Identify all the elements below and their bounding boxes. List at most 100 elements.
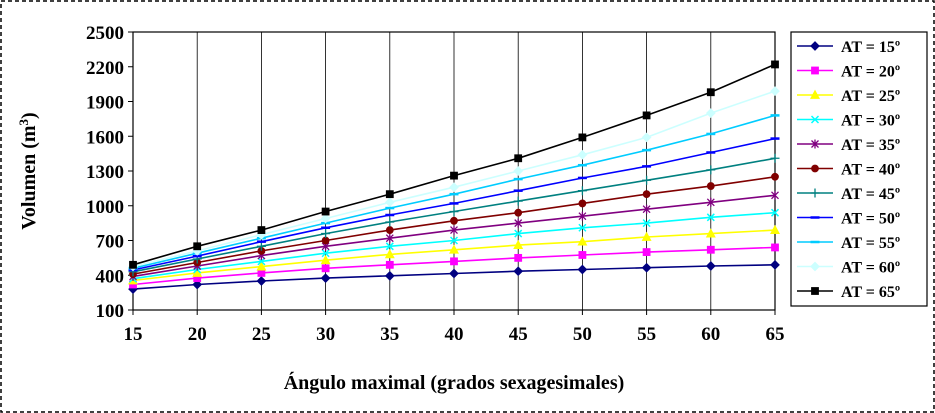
data-point	[771, 172, 779, 181]
y-tick-label: 1600	[86, 127, 124, 148]
data-point	[129, 260, 137, 269]
data-point	[706, 213, 715, 222]
data-point	[578, 133, 587, 142]
data-point	[450, 225, 458, 235]
data-point	[641, 262, 652, 273]
data-point	[705, 108, 716, 118]
x-tick-label: 25	[252, 324, 271, 345]
y-axis-title-end: )	[18, 112, 40, 119]
data-point	[514, 154, 523, 163]
data-point	[577, 186, 587, 196]
legend-label: AT = 60º	[841, 260, 900, 277]
x-tick-label: 50	[573, 324, 592, 345]
data-point	[514, 218, 523, 228]
legend-marker	[811, 66, 819, 75]
data-point	[642, 190, 651, 199]
data-point	[770, 224, 780, 234]
data-point	[706, 182, 715, 190]
legend-label: AT = 30º	[841, 113, 900, 130]
data-point	[642, 248, 651, 256]
axis-ticks: 15 20 25 30 35 40 45 50 55 60 65 100 400 700 1000 1300 1…	[86, 23, 785, 345]
legend-item: AT = 65º	[797, 284, 900, 301]
x-tick-label: 65	[766, 324, 785, 345]
data-point	[320, 213, 331, 224]
data-point	[770, 208, 780, 217]
data-point	[449, 244, 459, 254]
legend-label: AT = 45º	[841, 186, 900, 203]
y-tick-label: 2500	[86, 23, 124, 44]
series-9	[128, 114, 780, 270]
data-point	[384, 197, 395, 208]
y-axis-title: Volumen (m3)	[16, 112, 40, 229]
data-point	[257, 257, 266, 266]
x-tick-label: 30	[316, 324, 335, 345]
series-10	[128, 86, 780, 272]
legend-label: AT = 40º	[841, 162, 900, 179]
legend-label: AT = 50º	[841, 211, 900, 228]
data-point	[384, 249, 395, 259]
data-point	[578, 251, 587, 259]
data-point	[385, 242, 394, 251]
data-point	[450, 216, 458, 225]
data-point	[321, 249, 330, 258]
data-point	[449, 182, 459, 193]
data-point	[705, 228, 716, 238]
legend-label: AT = 55º	[841, 235, 900, 252]
data-point	[641, 231, 652, 241]
series-6	[129, 172, 779, 278]
data-point	[771, 243, 779, 252]
legend-label: AT = 20º	[841, 64, 900, 81]
x-tick-label: 55	[637, 324, 656, 345]
x-tick-label: 15	[124, 324, 143, 345]
data-point	[706, 165, 716, 175]
y-tick-label: 1900	[86, 93, 124, 114]
data-point	[449, 236, 459, 245]
data-point	[385, 217, 395, 227]
data-point	[385, 190, 394, 199]
legend-item: AT = 35º	[797, 137, 900, 154]
legend-item: AT = 55º	[797, 235, 900, 252]
series-11	[129, 60, 779, 269]
series-group	[128, 60, 780, 295]
data-point	[770, 153, 780, 163]
legend-marker	[811, 164, 819, 173]
legend-item: AT = 45º	[797, 186, 900, 203]
data-point	[513, 239, 524, 250]
data-point	[193, 242, 202, 251]
data-point	[642, 175, 652, 185]
data-point	[385, 233, 394, 243]
legend-item: AT = 50º	[797, 211, 900, 228]
y-axis-title-main: Volumen (m	[18, 125, 40, 230]
data-point	[705, 261, 716, 271]
data-point	[514, 253, 523, 262]
legend-label: AT = 35º	[841, 137, 900, 154]
series-8	[128, 137, 780, 272]
data-point	[320, 254, 331, 265]
data-point	[192, 279, 203, 290]
y-tick-label: 1300	[86, 162, 124, 183]
legend-marker	[810, 89, 820, 99]
series-1	[128, 259, 780, 295]
data-point	[771, 60, 779, 69]
data-point	[384, 270, 395, 281]
legend-label: AT = 65º	[841, 284, 900, 301]
x-tick-label: 20	[188, 324, 207, 345]
data-point	[256, 276, 267, 286]
data-point	[578, 211, 587, 221]
series-2	[129, 243, 779, 289]
data-point	[257, 269, 266, 277]
data-point	[450, 171, 458, 180]
data-point	[385, 260, 394, 269]
data-point	[320, 273, 331, 284]
legend-item: AT = 15º	[797, 39, 900, 56]
legend-marker	[811, 287, 819, 295]
data-point	[450, 257, 458, 266]
series-7	[128, 153, 780, 277]
legend-label: AT = 25º	[841, 88, 900, 105]
legend-marker	[810, 188, 820, 198]
data-point	[642, 204, 651, 214]
legend-item: AT = 40º	[797, 162, 900, 179]
y-axis-title-sup: 3	[16, 118, 31, 125]
data-point	[449, 268, 459, 279]
data-point	[577, 264, 588, 275]
